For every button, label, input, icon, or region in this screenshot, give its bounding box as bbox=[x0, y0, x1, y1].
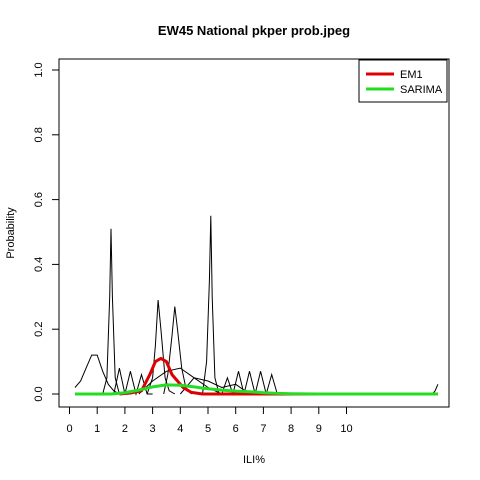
x-tick-label-9: 9 bbox=[316, 423, 322, 435]
y-tick-label-5: 1.0 bbox=[33, 62, 45, 77]
x-axis-label: ILI% bbox=[243, 454, 265, 466]
y-tick-label-2: 0.4 bbox=[33, 257, 45, 272]
x-axis: 0 1 2 3 4 5 6 7 8 9 10 bbox=[66, 406, 353, 435]
legend-label-sarima: SARIMA bbox=[400, 84, 443, 96]
y-tick-label-1: 0.2 bbox=[33, 322, 45, 337]
x-tick-label-5: 5 bbox=[205, 423, 211, 435]
legend-box bbox=[358, 59, 448, 103]
background-curve-2 bbox=[146, 299, 176, 395]
x-tick-label-7: 7 bbox=[260, 423, 266, 435]
plot-frame bbox=[58, 58, 450, 408]
background-curve-8 bbox=[179, 377, 250, 395]
x-tick-label-0: 0 bbox=[66, 423, 72, 435]
y-axis-label: Probability bbox=[5, 207, 17, 259]
background-curve-6 bbox=[113, 367, 153, 396]
series-lines bbox=[75, 356, 438, 396]
y-tick-label-4: 0.8 bbox=[33, 127, 45, 142]
x-tick-label-1: 1 bbox=[94, 423, 100, 435]
y-tick-label-3: 0.6 bbox=[33, 192, 45, 207]
y-tick-label-0: 0.0 bbox=[33, 386, 45, 401]
background-curve-1 bbox=[102, 228, 125, 395]
x-tick-label-8: 8 bbox=[288, 423, 294, 435]
legend: EM1 SARIMA bbox=[358, 59, 448, 103]
x-tick-label-4: 4 bbox=[177, 423, 183, 435]
legend-label-em1: EM1 bbox=[400, 69, 423, 81]
x-tick-label-2: 2 bbox=[122, 423, 128, 435]
background-curves bbox=[74, 215, 439, 396]
chart-title: EW45 National pkper prob.jpeg bbox=[158, 23, 350, 38]
x-tick-label-6: 6 bbox=[233, 423, 239, 435]
y-axis: 0.0 0.2 0.4 0.6 0.8 1.0 bbox=[33, 62, 60, 402]
background-curve-4 bbox=[202, 215, 220, 395]
series-line-em1 bbox=[119, 356, 438, 396]
x-tick-label-3: 3 bbox=[150, 423, 156, 435]
x-tick-label-10: 10 bbox=[340, 423, 352, 435]
series-line-sarima bbox=[75, 383, 438, 396]
